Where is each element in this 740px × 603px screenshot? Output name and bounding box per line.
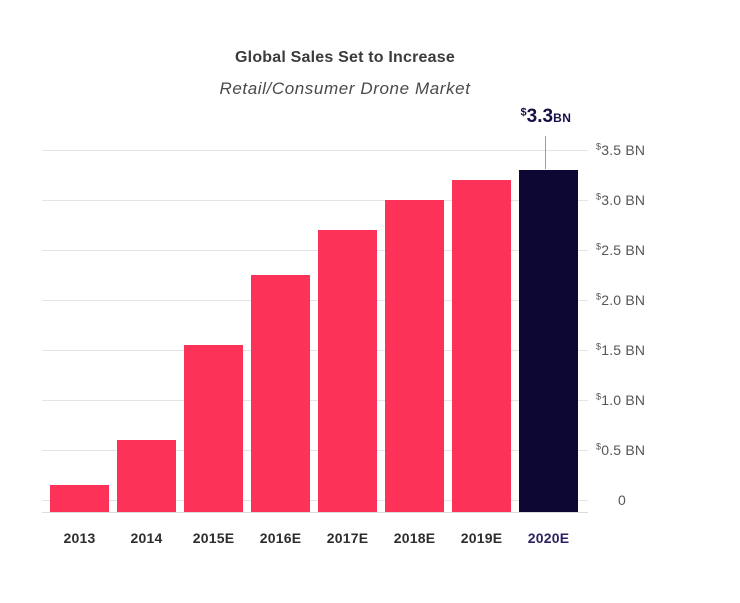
x-tick-label-2013: 2013 (63, 530, 96, 546)
dollar-sign: $ (596, 141, 602, 152)
gridline (42, 400, 588, 401)
bar-2020E (519, 170, 578, 512)
gridline (42, 500, 588, 501)
gridline (42, 350, 588, 351)
dollar-sign: $ (596, 441, 602, 452)
gridline (42, 450, 588, 451)
gridline (42, 150, 588, 151)
gridline (42, 300, 588, 301)
y-axis: $3.5 BN $3.0 BN $2.5 BN $2.0 BN $1.5 BN $1.0 … (596, 142, 716, 512)
gridline (42, 250, 588, 251)
bar-2015E (184, 345, 243, 512)
dollar-sign: $ (596, 291, 602, 302)
bar-2013 (50, 485, 109, 512)
y-axis-label: $2.5 BN (596, 241, 646, 258)
chart-subtitle: Retail/Consumer Drone Market (219, 79, 471, 98)
x-axis: 2013 2014 2015E 2016E 2017E 2018E 2019E 2020E (42, 529, 602, 549)
y-axis-label: $0.5 BN (596, 441, 646, 458)
dollar-sign: $ (596, 341, 602, 352)
annotation-leader-line (545, 136, 546, 169)
dollar-sign: $ (596, 391, 602, 402)
annotation-unit: BN (553, 111, 572, 125)
bar-2018E (385, 200, 444, 512)
annotation-dollar-sign: $ (520, 106, 527, 119)
y-axis-label: 0 (618, 492, 626, 508)
gridline (42, 200, 588, 201)
y-axis-label: $3.0 BN (596, 191, 646, 208)
plot-area: $3.3BN (42, 106, 588, 513)
axis-baseline (42, 512, 588, 513)
y-axis-label: $3.5 BN (596, 141, 646, 158)
x-tick-label-2015E: 2015E (192, 530, 235, 546)
x-tick-label-2018E: 2018E (393, 530, 436, 546)
x-tick-label-2014: 2014 (130, 530, 163, 546)
x-tick-label-2016E: 2016E (259, 530, 302, 546)
bar-2016E (251, 275, 310, 512)
dollar-sign: $ (596, 191, 602, 202)
x-tick-label-2019E: 2019E (460, 530, 503, 546)
annotation-value: 3.3 (526, 106, 554, 127)
x-tick-label-2017E: 2017E (326, 530, 369, 546)
bar-2017E (318, 230, 377, 512)
bar-2019E (452, 180, 511, 512)
chart-title: Global Sales Set to Increase (235, 49, 455, 66)
x-tick-label-2020E: 2020E (527, 530, 570, 546)
dollar-sign: $ (596, 241, 602, 252)
y-axis-label: $2.0 BN (596, 291, 646, 308)
y-axis-label: $1.0 BN (596, 391, 646, 408)
y-axis-label: $1.5 BN (596, 341, 646, 358)
bar-2014 (117, 440, 176, 512)
annotation: $3.3BN (486, 106, 606, 128)
